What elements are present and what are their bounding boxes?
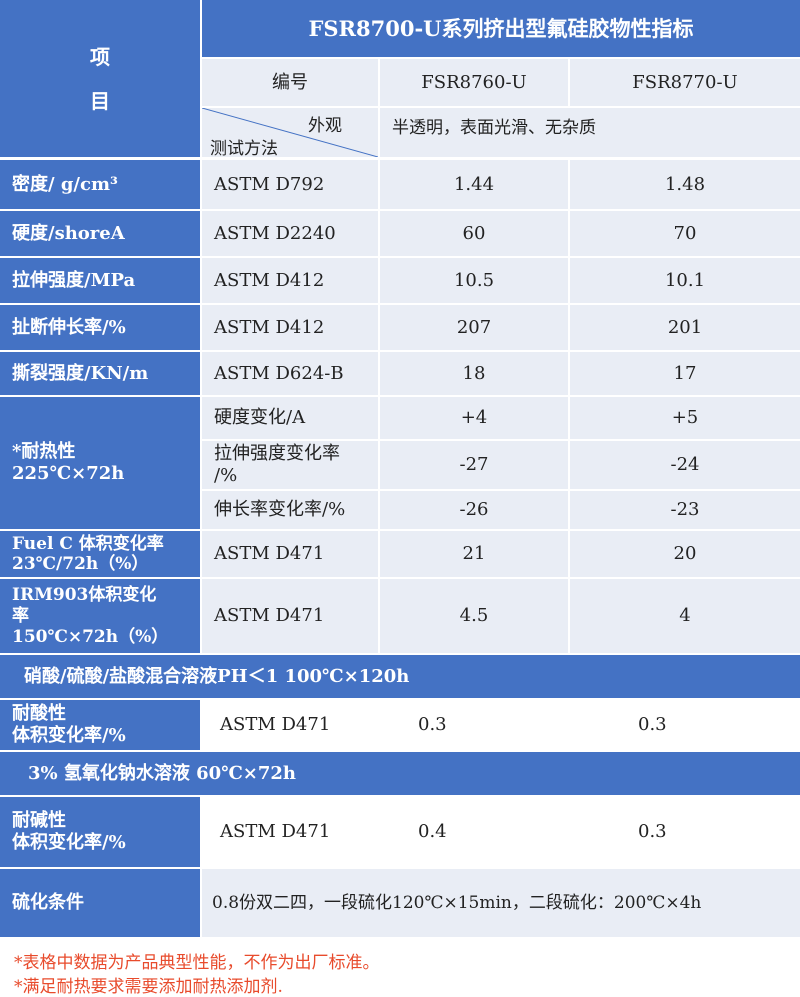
- alkali-method: ASTM D471: [202, 797, 350, 867]
- row-value-heat-tensile-b: -24: [570, 441, 800, 489]
- alkali-value-a: 0.4: [352, 797, 510, 867]
- row-value-fuelc-a: 21: [380, 531, 568, 577]
- row-method-tear: ASTM D624-B: [202, 352, 378, 395]
- row-value-elongation-b: 201: [570, 305, 800, 350]
- row-value-heat-tensile-a: -27: [380, 441, 568, 489]
- acid-value-a: 0.3: [352, 700, 510, 750]
- alkali-resistance-label: 耐碱性 体积变化率/%: [0, 797, 200, 867]
- col-header-fsr8770: FSR8770-U: [570, 59, 800, 106]
- row-method-hardness: ASTM D2240: [202, 211, 378, 256]
- alkali-value-b: 0.3: [512, 797, 800, 867]
- row-label-tensile: 拉伸强度/MPa: [0, 258, 200, 303]
- row-value-elongation-a: 207: [380, 305, 568, 350]
- cure-label: 硫化条件: [0, 869, 200, 937]
- row-value-density-a: 1.44: [380, 160, 568, 209]
- row-value-heat-elongation-a: -26: [380, 491, 568, 529]
- row-method-irm903: ASTM D471: [202, 579, 378, 653]
- col-header-code: 编号: [202, 59, 378, 106]
- row-method-elongation: ASTM D412: [202, 305, 378, 350]
- row-value-heat-hardness-b: +5: [570, 397, 800, 439]
- row-label-elongation: 扯断伸长率/%: [0, 305, 200, 350]
- cure-value: 0.8份双二四，一段硫化120℃×15min，二段硫化：200℃×4h: [202, 869, 800, 937]
- acid-condition-banner: 硝酸/硫酸/盐酸混合溶液PH＜1 100℃×120h: [0, 655, 800, 698]
- item-header-cell: 项 目: [0, 0, 200, 157]
- diagonal-divider: [202, 108, 378, 157]
- row-value-hardness-a: 60: [380, 211, 568, 256]
- acid-resistance-label: 耐酸性 体积变化率/%: [0, 700, 200, 750]
- row-method-density: ASTM D792: [202, 160, 378, 209]
- col-header-fsr8760: FSR8760-U: [380, 59, 568, 106]
- row-value-fuelc-b: 20: [570, 531, 800, 577]
- row-value-density-b: 1.48: [570, 160, 800, 209]
- item-label-bottom: 目: [90, 88, 110, 113]
- row-value-heat-hardness-a: +4: [380, 397, 568, 439]
- row-method-heat-tensile: 拉伸强度变化率 /%: [202, 441, 378, 489]
- row-label-tear: 撕裂强度/KN/m: [0, 352, 200, 395]
- acid-method: ASTM D471: [202, 700, 350, 750]
- appearance-label: 外观: [308, 116, 342, 136]
- appearance-header-cell: 外观 测试方法: [202, 108, 378, 159]
- row-label-fuelc: Fuel C 体积变化率 23℃/72h（%）: [0, 531, 200, 577]
- row-label-hardness: 硬度/shoreA: [0, 211, 200, 256]
- row-value-irm903-a: 4.5: [380, 579, 568, 653]
- row-value-tensile-b: 10.1: [570, 258, 800, 303]
- test-method-label: 测试方法: [210, 139, 278, 159]
- row-label-density: 密度/ g/cm³: [0, 160, 200, 209]
- acid-value-b: 0.3: [512, 700, 800, 750]
- row-value-tear-a: 18: [380, 352, 568, 395]
- row-value-tear-b: 17: [570, 352, 800, 395]
- item-label-top: 项: [90, 44, 110, 69]
- footnote-typical-data: *表格中数据为产品典型性能，不作为出厂标准。: [14, 953, 380, 973]
- row-label-heat: *耐热性 225℃×72h: [0, 397, 200, 529]
- appearance-value: 半透明，表面光滑、无杂质: [380, 108, 800, 157]
- row-label-irm903: IRM903体积变化 率 150℃×72h（%）: [0, 579, 200, 653]
- table-title: FSR8700-U系列挤出型氟硅胶物性指标: [202, 0, 800, 57]
- row-value-hardness-b: 70: [570, 211, 800, 256]
- row-method-heat-elongation: 伸长率变化率/%: [202, 491, 378, 529]
- row-value-heat-elongation-b: -23: [570, 491, 800, 529]
- alkali-condition-banner: 3% 氢氧化钠水溶液 60℃×72h: [0, 752, 800, 795]
- row-method-tensile: ASTM D412: [202, 258, 378, 303]
- footnote-heat-additive: *满足耐热要求需要添加耐热添加剂.: [14, 977, 283, 997]
- row-method-fuelc: ASTM D471: [202, 531, 378, 577]
- row-value-tensile-a: 10.5: [380, 258, 568, 303]
- row-value-irm903-b: 4: [570, 579, 800, 653]
- row-method-heat-hardness: 硬度变化/A: [202, 397, 378, 439]
